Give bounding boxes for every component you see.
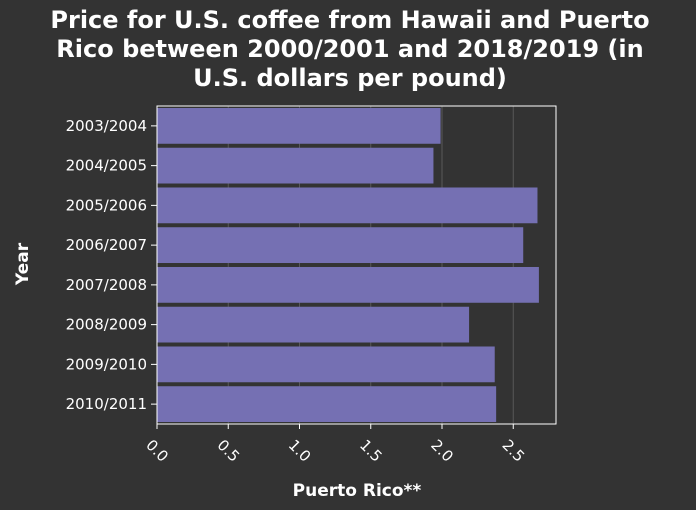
bars (157, 107, 539, 423)
y-tick-label: 2004/2005 (66, 157, 147, 175)
y-tick-label: 2005/2006 (66, 196, 147, 214)
bar-2010-2011 (157, 386, 497, 423)
chart-title: Price for U.S. coffee from Hawaii and Pu… (50, 6, 649, 92)
bar-2008-2009 (157, 306, 470, 343)
y-axis: 2003/2004 2004/2005 2005/2006 2006/2007 2007… (66, 117, 157, 413)
x-tick-label: 0.5 (213, 436, 243, 466)
chart-title-line-3: U.S. dollars per pound) (193, 64, 507, 92)
bar-2006-2007 (157, 227, 524, 264)
y-tick-label: 2007/2008 (66, 276, 147, 294)
bar-2004-2005 (157, 147, 434, 184)
y-tick-label: 2008/2009 (66, 316, 147, 334)
y-axis-label: Year (13, 242, 33, 286)
x-tick-label: 0.0 (142, 436, 172, 466)
x-axis-label: Puerto Rico** (293, 481, 422, 501)
y-tick-label: 2006/2007 (66, 236, 147, 254)
x-tick-label: 1.5 (356, 436, 386, 466)
bar-2003-2004 (157, 107, 441, 144)
plot-border (156, 105, 557, 425)
x-tick-label: 2.0 (427, 436, 457, 466)
x-tick-label: 2.5 (498, 436, 528, 466)
x-tick-label: 1.0 (285, 436, 315, 466)
y-tick-label: 2003/2004 (66, 117, 147, 135)
bar-2005-2006 (157, 187, 538, 224)
chart-title-line-1: Price for U.S. coffee from Hawaii and Pu… (50, 6, 649, 34)
y-tick-label: 2010/2011 (66, 395, 147, 413)
chart-title-line-2: Rico between 2000/2001 and 2018/2019 (in (56, 35, 643, 63)
y-tick-label: 2009/2010 (66, 355, 147, 373)
bar-2007-2008 (157, 266, 539, 303)
bar-2009-2010 (157, 346, 495, 383)
x-axis: 0.0 0.5 1.0 1.5 2.0 2.5 (142, 424, 528, 466)
